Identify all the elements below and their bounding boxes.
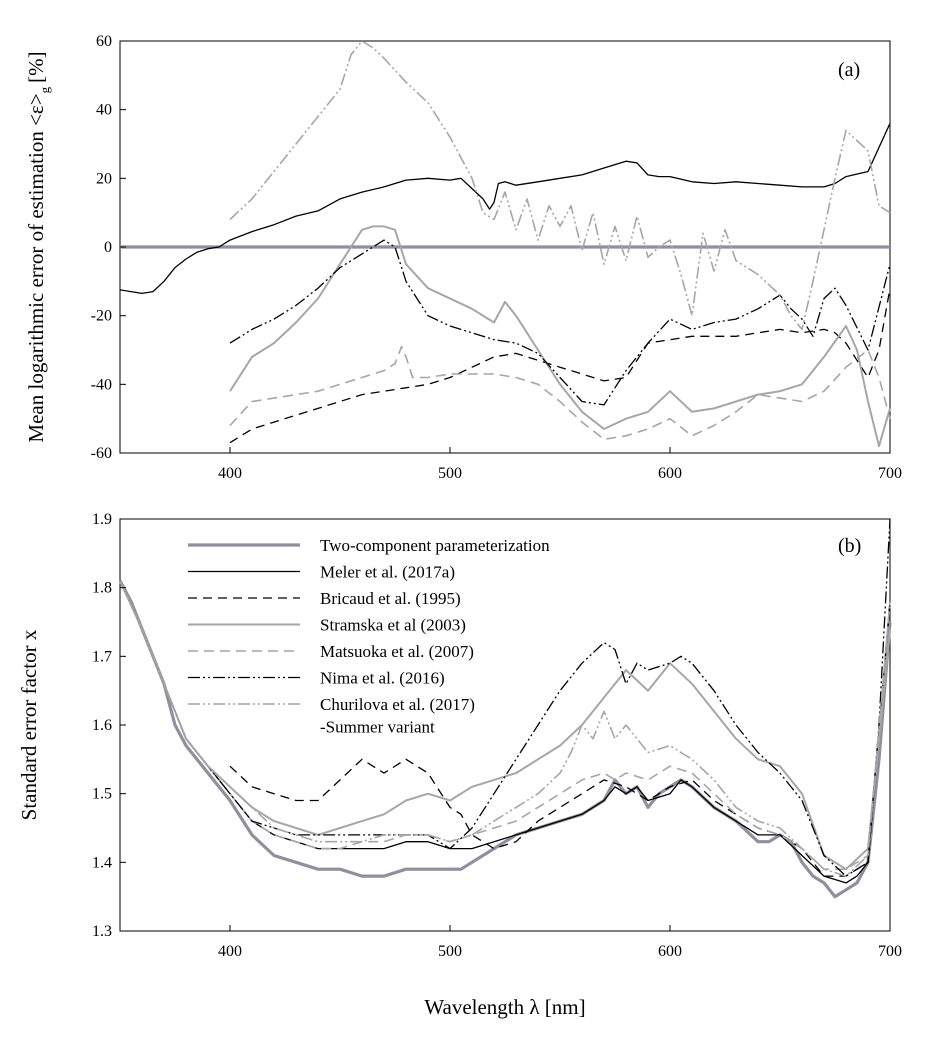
legend: Two-component parameterization Meler et a…: [188, 536, 550, 737]
legend-label-bricaud: Bricaud et al. (1995): [320, 589, 461, 608]
panel-b-y-tick-label: 1.6: [92, 717, 112, 734]
panel-a-y-tick-label: -40: [91, 376, 112, 393]
panel-b-label: (b): [838, 535, 861, 557]
panel-a-ticks: 400 500 600 700 -60 -40 -20 0 20 40 60: [91, 33, 902, 482]
panel-a-y-axis-label-unit: [%]: [24, 51, 48, 82]
panel-b-y-tick-label: 1.5: [92, 786, 112, 803]
panel-b: 400 500 600 700 1.3 1.4 1.5 1.6 1.7 1.8 1.9 (b) St…: [17, 511, 902, 960]
panel-b-y-axis-label: Standard error factor x: [17, 629, 41, 820]
panel-a-y-tick-label: 40: [96, 102, 112, 119]
panel-a-y-tick-label: -60: [91, 445, 112, 462]
panel-a-x-tick-label: 700: [878, 465, 902, 482]
panel-a-y-tick-label: -20: [91, 308, 112, 325]
panel-b-x-tick-label: 400: [218, 943, 242, 960]
panel-a-line-nima: [229, 239, 891, 406]
panel-a-x-tick-label: 600: [658, 465, 682, 482]
panel-b-y-tick-label: 1.3: [92, 923, 112, 940]
legend-label-matsuoka: Matsuoka et al. (2007): [320, 642, 474, 661]
panel-a-y-axis-label: Mean logarithmic error of estimation <ε>…: [24, 51, 52, 442]
legend-label-stramska: Stramska et al (2003): [320, 616, 466, 635]
panel-a-line-bricaud: [229, 288, 891, 444]
panel-b-plot-area: [119, 518, 891, 932]
panel-a: 400 500 600 700 -60 -40 -20 0 20 40 60 (a) Mean lo…: [24, 33, 902, 482]
panel-b-x-tick-label: 700: [878, 943, 902, 960]
panel-b-x-tick-label: 600: [658, 943, 682, 960]
panel-b-line-two: [118, 580, 892, 899]
legend-label-summer-variant: -Summer variant: [320, 718, 435, 737]
panel-a-y-tick-label: 0: [104, 239, 112, 256]
panel-a-line-meler: [119, 123, 891, 295]
legend-label-nima: Nima et al. (2016): [320, 669, 445, 688]
panel-a-line-matsuoka: [229, 345, 891, 441]
panel-b-x-tick-label: 500: [438, 943, 462, 960]
panel-a-y-tick-label: 20: [96, 170, 112, 187]
panel-b-y-tick-label: 1.4: [92, 854, 112, 871]
panel-a-y-tick-label: 60: [96, 33, 112, 50]
panel-b-ticks: 400 500 600 700 1.3 1.4 1.5 1.6 1.7 1.8 1.9: [92, 511, 902, 960]
panel-a-x-tick-label: 500: [438, 465, 462, 482]
panel-a-label: (a): [838, 59, 860, 81]
panel-a-x-tick-label: 400: [218, 465, 242, 482]
panel-a-line-churilova: [229, 40, 891, 331]
panel-a-y-axis-label-main: Mean logarithmic error of estimation <ε>: [24, 93, 48, 442]
panel-a-y-axis-label-subscript: g: [37, 86, 52, 93]
legend-label-meler: Meler et al. (2017a): [320, 563, 455, 582]
panel-a-series: [119, 40, 891, 448]
panel-b-line-bricaud: [229, 601, 891, 877]
legend-label-churilova: Churilova et al. (2017): [320, 695, 475, 714]
panel-b-series: [118, 518, 892, 899]
panel-b-y-tick-label: 1.7: [92, 648, 112, 665]
x-axis-label: Wavelength λ [nm]: [424, 995, 585, 1019]
panel-b-y-tick-label: 1.8: [92, 580, 112, 597]
panel-a-line-stramska: [229, 225, 891, 448]
panel-b-line-churilova: [119, 580, 891, 877]
legend-label-two: Two-component parameterization: [320, 536, 550, 555]
panel-b-line-nima: [119, 518, 891, 877]
panel-b-y-tick-label: 1.9: [92, 511, 112, 528]
